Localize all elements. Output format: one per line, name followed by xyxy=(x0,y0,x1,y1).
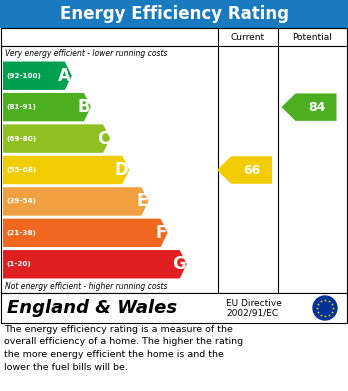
Text: A: A xyxy=(58,67,71,85)
Text: (21-38): (21-38) xyxy=(6,230,36,236)
Polygon shape xyxy=(3,93,91,121)
Text: D: D xyxy=(114,161,128,179)
Text: (1-20): (1-20) xyxy=(6,261,31,267)
Bar xyxy=(1,293,347,323)
Polygon shape xyxy=(3,124,110,153)
Text: C: C xyxy=(97,129,109,147)
Text: F: F xyxy=(155,224,167,242)
Text: (92-100): (92-100) xyxy=(6,73,41,79)
Circle shape xyxy=(313,296,337,320)
Text: 2002/91/EC: 2002/91/EC xyxy=(226,308,278,317)
Text: Not energy efficient - higher running costs: Not energy efficient - higher running co… xyxy=(5,282,167,291)
Text: The energy efficiency rating is a measure of the
overall efficiency of a home. T: The energy efficiency rating is a measur… xyxy=(4,325,243,371)
Text: 84: 84 xyxy=(308,100,325,114)
Polygon shape xyxy=(3,219,168,247)
Bar xyxy=(1,28,347,293)
Polygon shape xyxy=(282,93,337,121)
Text: Energy Efficiency Rating: Energy Efficiency Rating xyxy=(60,5,288,23)
Text: Current: Current xyxy=(231,32,265,41)
Text: England & Wales: England & Wales xyxy=(7,299,177,317)
Text: (55-68): (55-68) xyxy=(6,167,36,173)
Bar xyxy=(0,0,348,28)
Text: (39-54): (39-54) xyxy=(6,198,36,204)
Text: Very energy efficient - lower running costs: Very energy efficient - lower running co… xyxy=(5,48,167,57)
Text: (69-80): (69-80) xyxy=(6,136,36,142)
Text: EU Directive: EU Directive xyxy=(226,299,282,308)
Polygon shape xyxy=(3,187,149,216)
Text: Potential: Potential xyxy=(293,32,332,41)
Text: B: B xyxy=(77,98,90,116)
Text: 66: 66 xyxy=(243,163,261,176)
Polygon shape xyxy=(3,250,187,278)
Polygon shape xyxy=(217,156,272,184)
Text: G: G xyxy=(172,255,186,273)
Polygon shape xyxy=(3,61,72,90)
Polygon shape xyxy=(3,156,129,184)
Text: E: E xyxy=(136,192,148,210)
Text: (81-91): (81-91) xyxy=(6,104,36,110)
